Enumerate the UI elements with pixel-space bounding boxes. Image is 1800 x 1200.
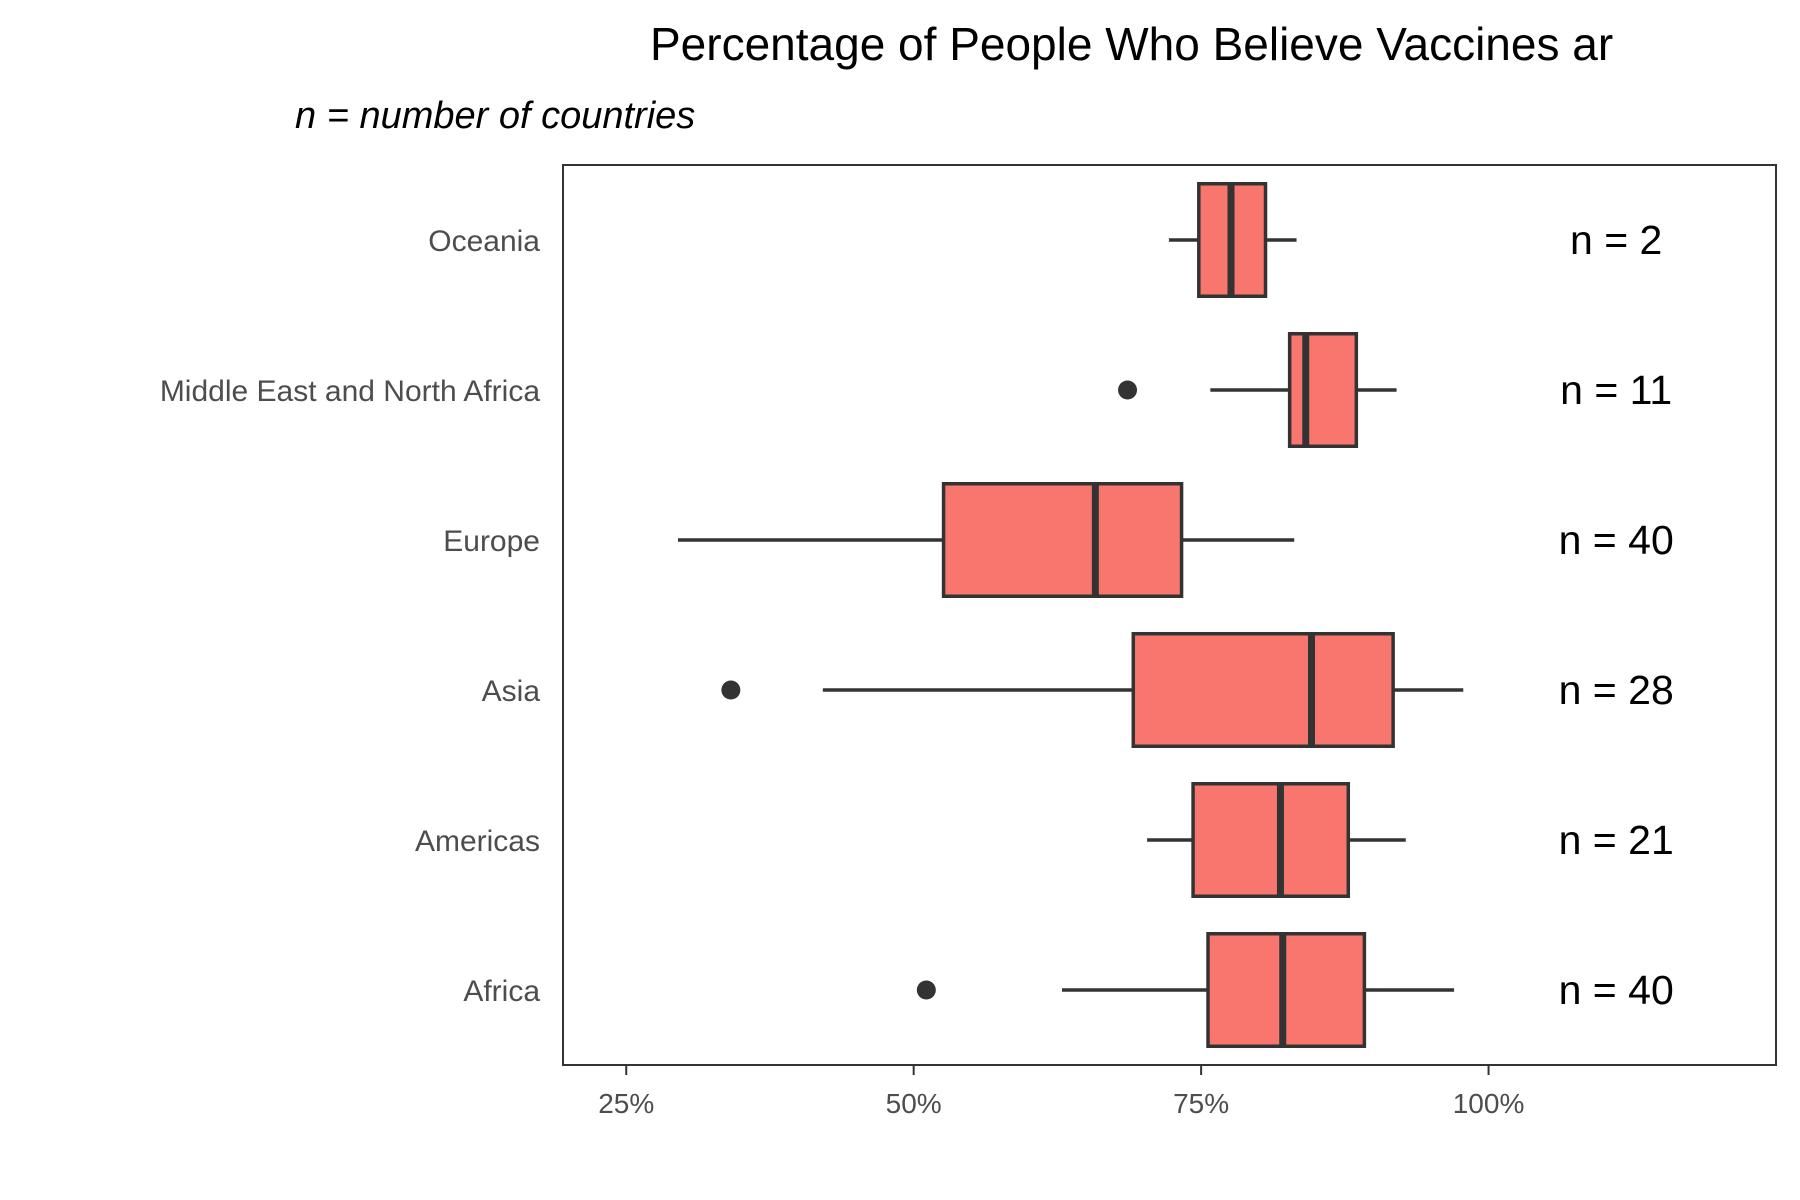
category-label-europe: Europe — [443, 525, 540, 558]
chart-title: Percentage of People Who Believe Vaccine… — [650, 18, 1613, 70]
x-tick-label: 50% — [886, 1088, 942, 1119]
category-label-asia: Asia — [482, 675, 541, 708]
box-europe — [941, 482, 1184, 598]
x-tick-label: 100% — [1453, 1088, 1525, 1119]
box-asia — [1131, 632, 1395, 748]
plot-panel — [562, 164, 1777, 1066]
n-label-africa: n = 40 — [1559, 967, 1674, 1013]
category-label-africa: Africa — [463, 975, 540, 1008]
category-label-middle-east-and-north-africa: Middle East and North Africa — [160, 375, 541, 408]
box-americas — [1191, 782, 1351, 898]
n-label-asia: n = 28 — [1559, 667, 1674, 713]
n-label-middle-east-and-north-africa: n = 11 — [1560, 367, 1672, 413]
n-label-oceania: n = 2 — [1570, 217, 1662, 263]
outlier-middle-east-and-north-africa — [1118, 380, 1138, 400]
x-tick-label: 75% — [1173, 1088, 1229, 1119]
outlier-africa — [916, 980, 936, 1000]
n-label-americas: n = 21 — [1559, 817, 1674, 863]
box-middle-east-and-north-africa — [1287, 332, 1359, 448]
category-label-americas: Americas — [415, 825, 540, 858]
x-tick-label: 25% — [598, 1088, 654, 1119]
outlier-asia — [721, 680, 741, 700]
category-label-oceania: Oceania — [428, 225, 540, 258]
chart-subtitle: n = number of countries — [295, 95, 695, 137]
n-label-europe: n = 40 — [1559, 517, 1674, 563]
